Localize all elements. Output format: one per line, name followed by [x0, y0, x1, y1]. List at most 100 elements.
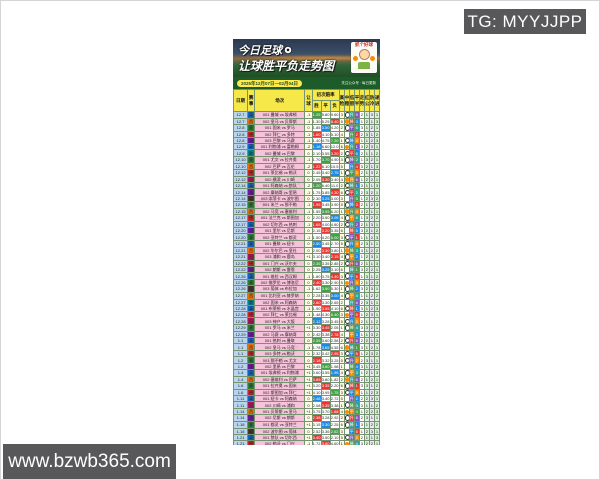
cell-handicap: -1 — [304, 201, 313, 209]
ring-icon — [345, 293, 349, 299]
cell-odds: 3.10 — [329, 266, 340, 274]
cell-match: 001 热刺 vs 曼联 — [254, 336, 306, 345]
cell-league: 日 — [247, 175, 256, 183]
cell-trend: 升 — [348, 317, 355, 326]
cell-trend: 升 — [348, 375, 355, 383]
website-badge[interactable]: www.bzwb365.com — [3, 444, 176, 479]
cell-odds: 12.0 — [329, 143, 340, 151]
cell-date: 12.17 — [233, 220, 249, 229]
cell-trend-icon — [343, 414, 350, 422]
cell-handicap: 0 — [304, 123, 313, 132]
cell-trend: 平 — [348, 369, 355, 377]
table-row: 12.29 法 002 马赛 vs 摩纳哥 0 2.42 3.38 2.78 4 平 3 1 1 3 2 — [233, 330, 380, 338]
cell-odds: 3.25 — [320, 195, 331, 203]
cell-odds: 2.78 — [329, 330, 340, 338]
cell-match: 001 比利亚 vs 赫罗纳 — [254, 291, 306, 300]
cell-handicap: 0 — [304, 266, 313, 274]
cell-odds: 2.92 — [329, 414, 340, 422]
table-row: 12.28 英 001 布莱顿 vs 水晶宫 -1 1.90 3.55 4.10 6 降 1 3 1 2… — [233, 304, 380, 313]
header-match: 场次 — [254, 89, 306, 112]
cell-trend: 升 — [348, 111, 355, 119]
cell-trend: 平 — [348, 330, 355, 338]
ring-icon — [345, 383, 349, 389]
cell-trend: 升 — [348, 162, 355, 170]
ball-icon — [345, 248, 349, 253]
cell-league: 法 — [247, 266, 256, 274]
cell-handicap: -1 — [304, 440, 313, 445]
table-row: 12.7 英 001 曼城 vs 埃弗顿 -1 1.25 5.80 9.60 3 升 5 2 1 3 1 — [233, 111, 380, 119]
cell-league: 英 — [247, 240, 256, 248]
cell-odds: 2.65 — [329, 298, 340, 306]
cell-streak: 2 — [373, 420, 380, 429]
cell-odds: 3.90 — [320, 285, 331, 293]
cell-league: 葡 — [247, 285, 256, 293]
cell-match: 001 法兰克 vs 斯图加 — [254, 213, 306, 222]
table-row: 12.27 西 001 比利亚 vs 赫罗纳 0 2.28 3.35 3.00 4 平 4 1 1 2 2 — [233, 291, 380, 300]
cell-odds: 3.90 — [329, 201, 340, 209]
cell-trend-icon — [343, 149, 350, 158]
cell-trend-icon — [343, 181, 350, 190]
cell-streak: 3 — [373, 278, 380, 287]
cell-trend: 降 — [348, 246, 355, 254]
cell-odds: 10.5 — [329, 162, 340, 170]
cell-trend: 升 — [348, 414, 355, 422]
cell-date: 12.12 — [233, 175, 249, 183]
cell-handicap: 0 — [304, 168, 313, 177]
table-row: 1.21 英 001 狼队 vs 切尔西 +1 3.40 3.50 2.10 5 升 2 2 1 1 3 — [233, 433, 380, 442]
cell-date: 1.1 — [233, 349, 249, 358]
cell-match: 001 罗马 vs 米兰 — [254, 324, 306, 332]
cell-handicap: 0 — [304, 149, 313, 158]
cell-date: 1.6 — [233, 388, 249, 397]
cell-odds: 3.28 — [320, 317, 331, 326]
date-bar-note: 关注公众号 · 每日更新 — [341, 80, 376, 85]
cell-handicap: 0 — [304, 227, 313, 235]
cell-odds: 4.80 — [329, 220, 340, 229]
cell-date: 12.7 — [233, 111, 249, 119]
cell-odds: 4.40 — [329, 272, 340, 280]
cell-match: 003 多特 vs 勒沃 — [254, 349, 306, 358]
cell-handicap: -1 — [304, 285, 313, 293]
cell-streak: 1 — [373, 298, 380, 306]
cell-trend-icon — [343, 311, 350, 319]
cell-handicap: +1 — [304, 433, 313, 442]
cell-odds: 2.50 — [311, 240, 322, 248]
cell-odds: 3.25 — [329, 356, 340, 364]
cell-league: 英 — [247, 369, 256, 377]
cell-streak: 3 — [373, 181, 380, 190]
cell-match: 002 斯图加 vs 拜仁 — [254, 388, 306, 397]
cell-odds: 5.30 — [329, 285, 340, 293]
cell-handicap: 0 — [304, 395, 313, 403]
cell-odds: 1.30 — [311, 117, 322, 125]
table-row: 12.29 意 001 罗马 vs 米兰 +1 3.30 3.45 2.05 1 降 4 3 3 2 1 — [233, 324, 380, 332]
header-league: 赛事 — [247, 89, 256, 112]
cell-date: 12.21 — [233, 240, 249, 248]
cell-streak: 1 — [373, 375, 380, 383]
table-row: 1.1 西 002 皇马 vs 马竞 -1 1.78 3.65 4.55 6 降 1 3 1 2 1 — [233, 343, 380, 351]
header-win: 胜 — [311, 100, 322, 112]
cell-match: 002 川崎 vs 浦和 — [254, 401, 306, 409]
ball-icon — [345, 144, 349, 149]
cell-odds: 3.60 — [320, 363, 331, 370]
table-row: 12.10 西 002 巴萨 vs 瓦伦 -2 1.22 6.10 10.5 5 升 4 3 2 1 3 — [233, 162, 380, 170]
header-col-7: 递进 — [373, 89, 380, 112]
cell-trend: 升 — [348, 143, 355, 151]
cell-trend: 降 — [348, 343, 355, 351]
header-col-1: 中稳 — [343, 89, 350, 112]
cell-handicap: 0 — [304, 401, 313, 409]
cell-league: 日 — [247, 252, 256, 261]
cell-match: 001 那不勒 vs 尤文 — [254, 356, 306, 364]
cell-handicap: -2 — [304, 143, 313, 151]
ball-icon — [345, 377, 349, 382]
cell-odds: 3.36 — [320, 427, 331, 435]
cell-odds: 3.38 — [320, 330, 331, 338]
cell-streak: 1 — [373, 207, 380, 215]
cell-league: 英 — [247, 220, 256, 229]
cell-odds: 1.95 — [311, 201, 322, 209]
cell-handicap: +1 — [304, 407, 313, 416]
cell-streak: 2 — [373, 349, 380, 358]
cell-odds: 1.75 — [329, 388, 340, 397]
telegram-contact-badge[interactable]: TG: MYYJJPP — [464, 9, 586, 34]
cell-odds: 3.32 — [320, 356, 331, 364]
poster-banner: 今日足球 让球胜平负走势图 抓个好球 — [233, 39, 380, 77]
ball-icon — [345, 177, 349, 182]
